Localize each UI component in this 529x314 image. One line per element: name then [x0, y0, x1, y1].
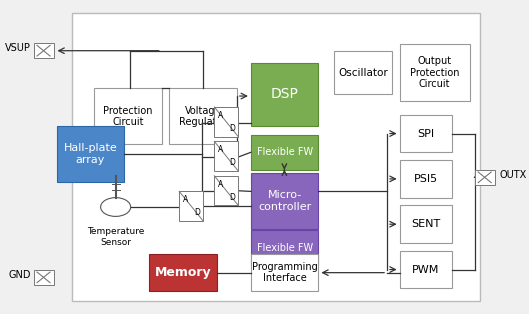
Text: D: D	[230, 158, 235, 167]
Text: Memory: Memory	[154, 266, 211, 279]
FancyBboxPatch shape	[179, 192, 203, 221]
FancyBboxPatch shape	[251, 63, 318, 126]
FancyBboxPatch shape	[149, 254, 217, 291]
Text: OUTX: OUTX	[500, 170, 527, 180]
Text: Hall-plate
array: Hall-plate array	[63, 143, 117, 165]
Text: D: D	[194, 208, 200, 217]
Text: GND: GND	[8, 270, 31, 280]
Text: D: D	[230, 193, 235, 202]
Text: Flexible FW: Flexible FW	[257, 243, 313, 253]
FancyBboxPatch shape	[214, 176, 239, 205]
Text: Oscillator: Oscillator	[339, 68, 388, 78]
Text: SPI: SPI	[417, 128, 434, 138]
FancyBboxPatch shape	[399, 251, 452, 288]
Text: VSUP: VSUP	[5, 43, 31, 53]
Text: Temperature
Sensor: Temperature Sensor	[87, 227, 144, 247]
Text: A: A	[217, 145, 223, 154]
FancyBboxPatch shape	[169, 88, 237, 144]
FancyBboxPatch shape	[399, 160, 452, 198]
Text: Voltage
Regulator: Voltage Regulator	[179, 106, 227, 127]
FancyBboxPatch shape	[475, 170, 495, 185]
Text: A: A	[217, 180, 223, 189]
FancyBboxPatch shape	[214, 141, 239, 171]
FancyBboxPatch shape	[399, 115, 452, 152]
Text: Programming
Interface: Programming Interface	[252, 262, 317, 284]
FancyBboxPatch shape	[33, 270, 53, 285]
Text: PWM: PWM	[412, 264, 440, 274]
FancyBboxPatch shape	[251, 173, 318, 229]
FancyBboxPatch shape	[33, 43, 53, 58]
Text: DSP: DSP	[271, 88, 298, 101]
FancyBboxPatch shape	[251, 230, 318, 265]
Text: PSI5: PSI5	[414, 174, 438, 184]
Text: A: A	[183, 195, 188, 204]
Text: A: A	[217, 111, 223, 120]
Text: Protection
Circuit: Protection Circuit	[103, 106, 153, 127]
FancyBboxPatch shape	[71, 13, 480, 301]
FancyBboxPatch shape	[399, 205, 452, 243]
Text: Output
Protection
Circuit: Output Protection Circuit	[410, 56, 459, 89]
FancyBboxPatch shape	[94, 88, 162, 144]
FancyBboxPatch shape	[214, 107, 239, 137]
FancyBboxPatch shape	[251, 254, 318, 291]
FancyBboxPatch shape	[399, 45, 470, 101]
Text: Flexible FW: Flexible FW	[257, 147, 313, 157]
Text: SENT: SENT	[411, 219, 441, 229]
FancyBboxPatch shape	[334, 51, 392, 95]
FancyBboxPatch shape	[57, 126, 124, 182]
Text: D: D	[230, 124, 235, 133]
Text: Micro-
controller: Micro- controller	[258, 190, 311, 212]
FancyBboxPatch shape	[251, 135, 318, 170]
